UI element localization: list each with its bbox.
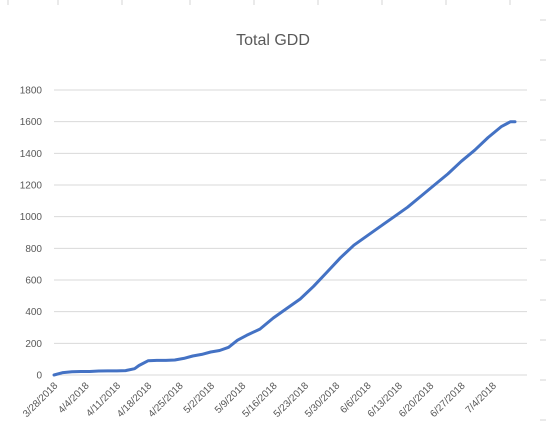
y-tick-label: 400	[25, 307, 42, 318]
y-tick-labels: 0 200 400 600 800 1000 1200 1400 1600 1800	[20, 86, 43, 382]
y-tick-label: 1600	[20, 117, 43, 128]
series-line	[52, 120, 517, 377]
y-tick-label: 1800	[20, 86, 43, 97]
y-tick-label: 1400	[20, 149, 43, 160]
chart-title: Total GDD	[236, 32, 310, 49]
y-gridlines	[54, 89, 527, 376]
chart-background	[0, 5, 540, 442]
y-tick-label: 800	[25, 244, 42, 255]
series-layer	[52, 120, 517, 377]
y-tick-label: 600	[25, 276, 42, 287]
y-tick-label: 200	[25, 339, 42, 350]
y-tick-label: 0	[36, 371, 42, 382]
spreadsheet-gridlines	[7, 0, 546, 421]
y-tick-label: 1200	[20, 181, 43, 192]
y-tick-label: 1000	[20, 212, 43, 223]
